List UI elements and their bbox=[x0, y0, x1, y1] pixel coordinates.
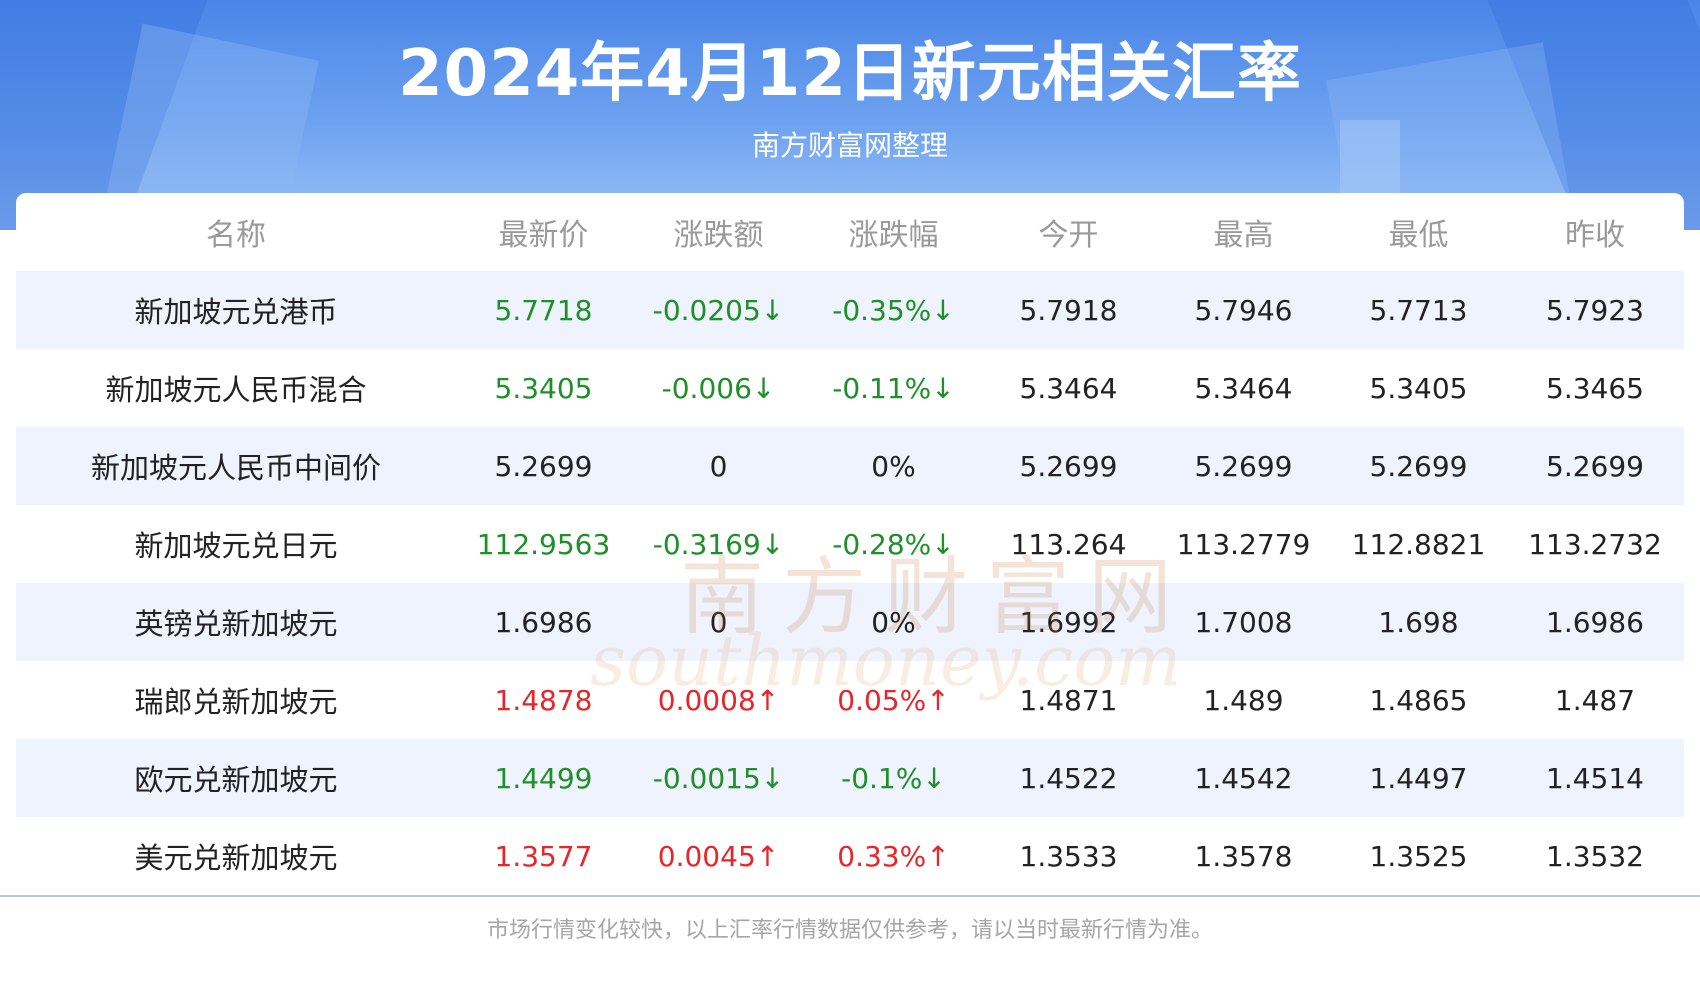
change-percent: -0.28%↓ bbox=[832, 527, 955, 561]
open-price: 5.2699 bbox=[1019, 449, 1118, 483]
column-header-name: 名称 bbox=[206, 218, 266, 253]
header-decoration bbox=[1340, 120, 1400, 200]
prev-close-price: 5.7923 bbox=[1546, 293, 1644, 327]
change-percent: -0.1%↓ bbox=[841, 761, 946, 795]
low-price: 1.3525 bbox=[1369, 839, 1468, 873]
table-row: 瑞郎兑新加坡元 1.4878 0.0008↑ 0.05%↑ 1.4871 1.4… bbox=[16, 661, 1684, 739]
latest-price: 5.2699 bbox=[494, 449, 593, 483]
rate-name: 瑞郎兑新加坡元 bbox=[134, 685, 338, 719]
prev-close-price: 5.2699 bbox=[1546, 449, 1644, 483]
change-percent: 0.05%↑ bbox=[837, 683, 950, 717]
change-amount: 0 bbox=[709, 605, 728, 639]
table-header: 名称 最新价 涨跌额 涨跌幅 今开 最高 最低 昨收 bbox=[16, 193, 1684, 271]
low-price: 1.698 bbox=[1378, 605, 1459, 639]
change-amount: 0.0008↑ bbox=[657, 683, 780, 717]
latest-price: 1.6986 bbox=[494, 605, 593, 639]
change-percent: 0% bbox=[871, 605, 916, 639]
low-price: 5.2699 bbox=[1369, 449, 1468, 483]
open-price: 113.264 bbox=[1010, 527, 1127, 561]
rate-name: 美元兑新加坡元 bbox=[134, 841, 338, 875]
header-banner: 2024年4月12日新元相关汇率 南方财富网整理 bbox=[0, 0, 1700, 230]
table-row: 新加坡元人民币中间价 5.2699 0 0% 5.2699 5.2699 5.2… bbox=[16, 427, 1684, 505]
change-amount: 0 bbox=[709, 449, 728, 483]
low-price: 112.8821 bbox=[1351, 527, 1486, 561]
change-amount: -0.3169↓ bbox=[652, 527, 785, 561]
change-percent: 0% bbox=[871, 449, 916, 483]
rate-name: 新加坡元人民币中间价 bbox=[90, 451, 381, 485]
low-price: 5.3405 bbox=[1369, 371, 1468, 405]
change-amount: -0.0205↓ bbox=[652, 293, 785, 327]
table-row: 美元兑新加坡元 1.3577 0.0045↑ 0.33%↑ 1.3533 1.3… bbox=[16, 817, 1684, 895]
table-row: 新加坡元人民币混合 5.3405 -0.006↓ -0.11%↓ 5.3464 … bbox=[16, 349, 1684, 427]
open-price: 5.3464 bbox=[1019, 371, 1118, 405]
high-price: 1.7008 bbox=[1194, 605, 1293, 639]
high-price: 1.489 bbox=[1203, 683, 1284, 717]
open-price: 5.7918 bbox=[1019, 293, 1118, 327]
rate-name: 英镑兑新加坡元 bbox=[134, 607, 338, 641]
open-price: 1.3533 bbox=[1019, 839, 1118, 873]
latest-price: 1.4499 bbox=[494, 761, 593, 795]
column-header-open: 今开 bbox=[1038, 218, 1099, 253]
column-header-high: 最高 bbox=[1213, 218, 1274, 253]
latest-price: 1.4878 bbox=[494, 683, 593, 717]
change-percent: 0.33%↑ bbox=[837, 839, 950, 873]
table-row: 英镑兑新加坡元 1.6986 0 0% 1.6992 1.7008 1.698 … bbox=[16, 583, 1684, 661]
table-row: 新加坡元兑港币 5.7718 -0.0205↓ -0.35%↓ 5.7918 5… bbox=[16, 271, 1684, 349]
column-header-low: 最低 bbox=[1388, 218, 1449, 253]
footer-divider bbox=[0, 895, 1700, 897]
high-price: 1.4542 bbox=[1194, 761, 1293, 795]
high-price: 1.3578 bbox=[1194, 839, 1293, 873]
high-price: 5.7946 bbox=[1194, 293, 1293, 327]
prev-close-price: 113.2732 bbox=[1528, 527, 1662, 561]
latest-price: 1.3577 bbox=[494, 839, 593, 873]
prev-close-price: 1.4514 bbox=[1546, 761, 1644, 795]
column-header-change: 涨跌额 bbox=[673, 218, 764, 253]
page-title: 2024年4月12日新元相关汇率 bbox=[398, 37, 1302, 111]
change-percent: -0.35%↓ bbox=[832, 293, 955, 327]
change-amount: 0.0045↑ bbox=[657, 839, 780, 873]
high-price: 113.2779 bbox=[1176, 527, 1311, 561]
rate-name: 欧元兑新加坡元 bbox=[134, 763, 338, 797]
rate-name: 新加坡元人民币混合 bbox=[105, 373, 367, 407]
rate-name: 新加坡元兑港币 bbox=[134, 295, 338, 329]
column-header-change-pct: 涨跌幅 bbox=[848, 218, 939, 253]
table-row: 新加坡元兑日元 112.9563 -0.3169↓ -0.28%↓ 113.26… bbox=[16, 505, 1684, 583]
footer-disclaimer: 市场行情变化较快，以上汇率行情数据仅供参考，请以当时最新行情为准。 bbox=[486, 918, 1213, 943]
prev-close-price: 1.6986 bbox=[1546, 605, 1644, 639]
column-header-prev-close: 昨收 bbox=[1565, 218, 1625, 253]
page-subtitle: 南方财富网整理 bbox=[751, 129, 948, 162]
rate-name: 新加坡元兑日元 bbox=[134, 529, 338, 563]
change-amount: -0.0015↓ bbox=[652, 761, 785, 795]
table-body: 新加坡元兑港币 5.7718 -0.0205↓ -0.35%↓ 5.7918 5… bbox=[16, 271, 1684, 895]
latest-price: 5.3405 bbox=[494, 371, 593, 405]
prev-close-price: 5.3465 bbox=[1546, 371, 1644, 405]
low-price: 5.7713 bbox=[1369, 293, 1468, 327]
change-percent: -0.11%↓ bbox=[832, 371, 955, 405]
table-row: 欧元兑新加坡元 1.4499 -0.0015↓ -0.1%↓ 1.4522 1.… bbox=[16, 739, 1684, 817]
prev-close-price: 1.487 bbox=[1554, 683, 1636, 717]
change-amount: -0.006↓ bbox=[661, 371, 776, 405]
column-header-latest: 最新价 bbox=[498, 218, 589, 253]
open-price: 1.4871 bbox=[1019, 683, 1118, 717]
latest-price: 112.9563 bbox=[476, 527, 611, 561]
open-price: 1.6992 bbox=[1019, 605, 1118, 639]
high-price: 5.2699 bbox=[1194, 449, 1293, 483]
prev-close-price: 1.3532 bbox=[1546, 839, 1644, 873]
high-price: 5.3464 bbox=[1194, 371, 1293, 405]
open-price: 1.4522 bbox=[1019, 761, 1118, 795]
low-price: 1.4497 bbox=[1369, 761, 1468, 795]
low-price: 1.4865 bbox=[1369, 683, 1468, 717]
latest-price: 5.7718 bbox=[494, 293, 593, 327]
